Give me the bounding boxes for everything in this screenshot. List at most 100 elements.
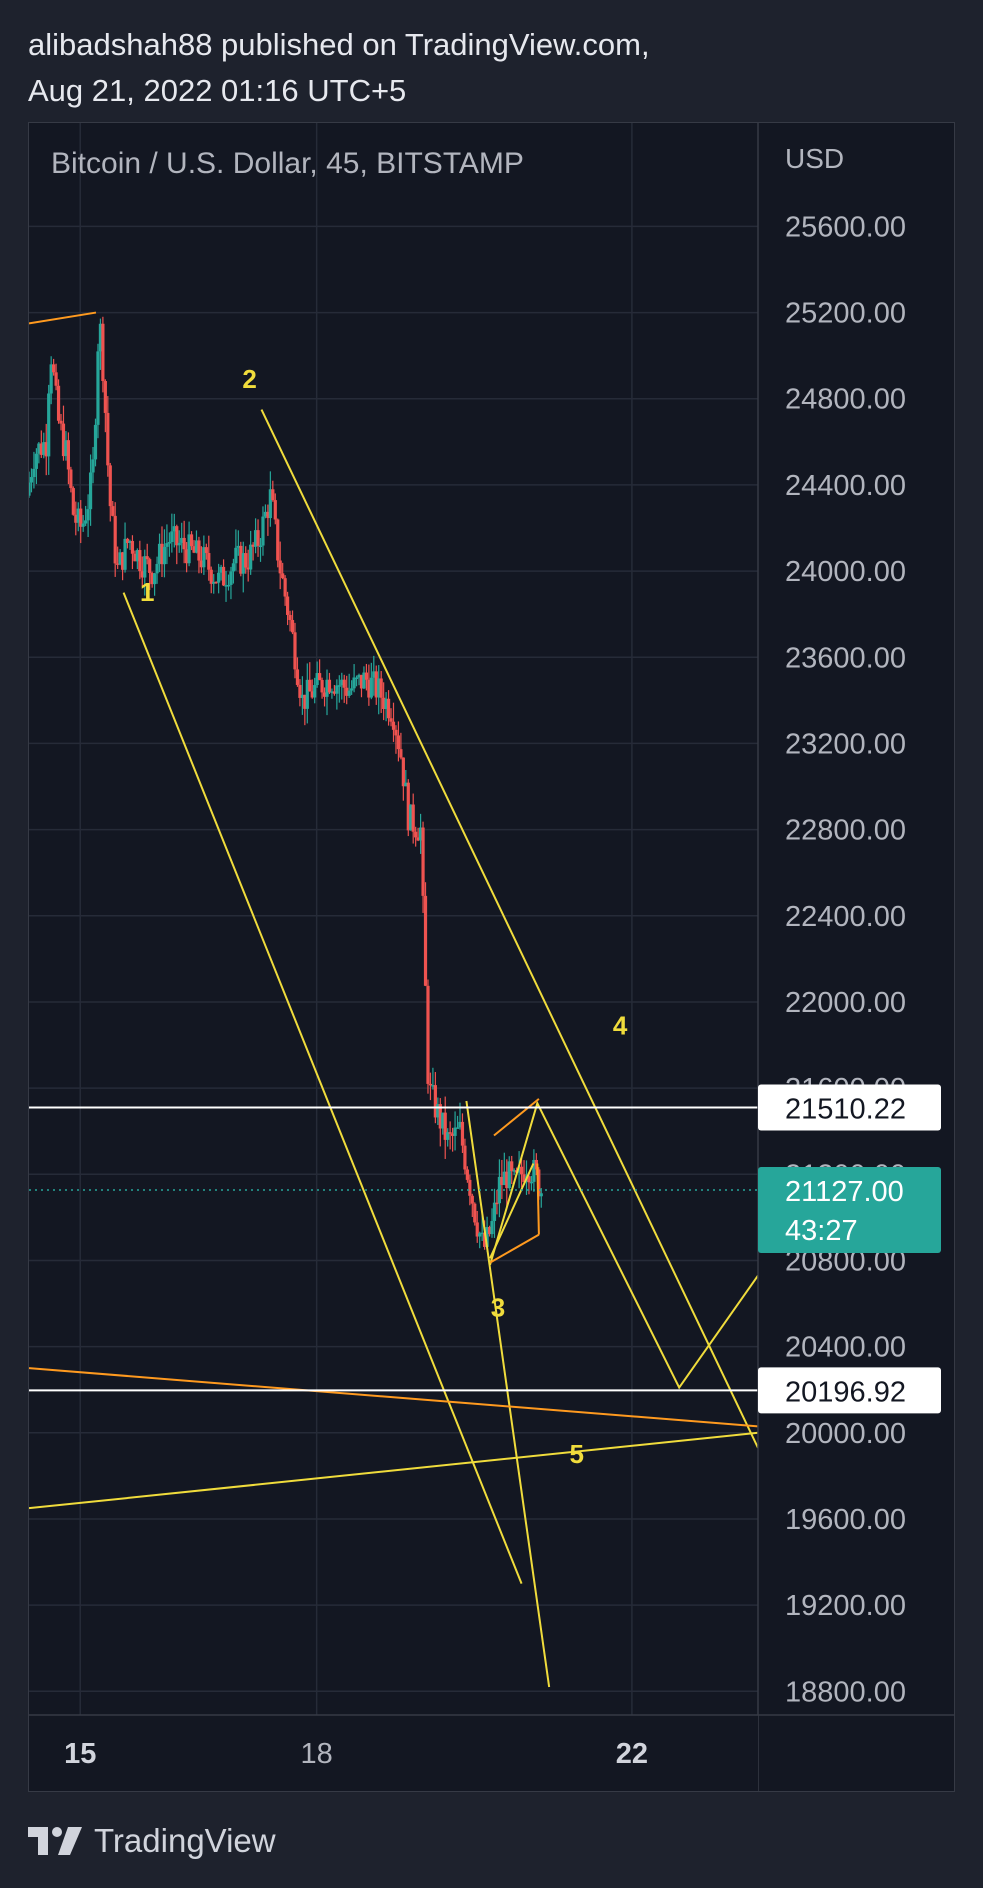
candle-body (84, 520, 88, 524)
candle-body (510, 1161, 514, 1172)
candle-body (54, 372, 58, 386)
candle-body (414, 831, 418, 838)
price-tick-label: 24400.00 (785, 470, 906, 502)
drawing-line-1[interactable] (260, 409, 759, 1449)
candle-body (532, 1159, 536, 1182)
chart-svg[interactable]: 1 2 3 4 5 USD 18800.00 19200.00 19600.00 20000.00… (29, 123, 955, 1792)
tradingview-logo[interactable]: TradingView (28, 1822, 276, 1860)
candle-body (470, 1195, 474, 1204)
plot-area[interactable] (29, 123, 758, 1715)
candle-body (285, 596, 290, 615)
candle-body (409, 804, 413, 831)
candle-body (125, 538, 130, 544)
wave-label: 1 (140, 577, 154, 607)
candle-body (468, 1179, 472, 1196)
drawing-line-2[interactable] (29, 1431, 759, 1510)
candle-body (281, 573, 285, 579)
wave-label: 2 (242, 364, 256, 394)
candle-body (49, 364, 53, 394)
price-tick-label: 24800.00 (785, 384, 906, 416)
price-axis[interactable] (758, 123, 955, 1792)
candle-body (278, 560, 282, 574)
candle-body (313, 685, 317, 698)
drawing-line-8[interactable] (493, 1098, 540, 1137)
candle-body (86, 509, 90, 521)
drawing-line-9[interactable] (489, 1233, 540, 1264)
candle-body (204, 547, 208, 554)
candle-body (475, 1222, 479, 1237)
candle-body (182, 537, 186, 550)
candle-body (485, 1227, 489, 1247)
candle-body (399, 749, 403, 758)
candle-body (217, 572, 221, 583)
candle-body (249, 544, 253, 570)
candle-body (197, 540, 201, 561)
drawing-line-6[interactable] (29, 1367, 759, 1428)
price-tick-label: 22800.00 (785, 815, 906, 847)
candle-body (101, 323, 105, 382)
drawing-line-4[interactable] (489, 1100, 759, 1390)
candle-body (411, 804, 415, 832)
candle-body (401, 757, 405, 787)
candle-body (359, 674, 364, 689)
candle-body (212, 581, 216, 584)
candle-body (354, 677, 359, 679)
candle-body (214, 581, 218, 584)
drawing-line-7[interactable] (489, 1163, 535, 1259)
candle-body (185, 549, 189, 564)
price-tick-label: 25600.00 (785, 211, 906, 243)
candle-body (396, 735, 401, 750)
drawing-line-0[interactable] (122, 592, 523, 1584)
wave-label: 5 (570, 1439, 584, 1469)
candle-body (192, 546, 196, 553)
candle-body (34, 453, 38, 469)
price-tick-label: 19200.00 (785, 1590, 906, 1622)
candle-body (443, 1112, 447, 1140)
candle-body (103, 381, 107, 413)
time-axis[interactable] (29, 1715, 758, 1792)
candle-body (369, 677, 373, 698)
last-price-badge (758, 1167, 941, 1254)
candle-body (421, 827, 425, 896)
candle-body (236, 545, 240, 548)
candle-body (495, 1202, 499, 1205)
candle-body (460, 1121, 465, 1146)
candle-body (229, 571, 233, 585)
candle-body (39, 443, 43, 455)
candle-body (180, 537, 184, 543)
candle-body (492, 1202, 497, 1222)
candle-body (453, 1127, 457, 1136)
candle-body (490, 1221, 494, 1235)
candle-body (155, 563, 159, 574)
candle-body (234, 547, 238, 564)
candle-body (160, 543, 164, 565)
candle-body (64, 440, 68, 457)
candle-body (426, 985, 430, 1084)
candle-body (335, 685, 339, 694)
candle-body (231, 563, 236, 572)
candle-body (29, 477, 34, 483)
candle-body (320, 680, 324, 693)
chart-frame[interactable]: 1 2 3 4 5 USD 18800.00 19200.00 19600.00 20000.00… (28, 122, 955, 1792)
candle-body (347, 690, 351, 696)
candle-body (199, 560, 203, 568)
candle-body (251, 544, 255, 547)
candle-body (140, 571, 144, 578)
candle-body (133, 553, 137, 562)
candle-body (404, 782, 408, 787)
candle-body (170, 531, 174, 543)
time-tick-label: 18 (301, 1738, 333, 1770)
drawing-line-5[interactable] (29, 311, 97, 325)
drawing-line-3[interactable] (465, 1100, 551, 1688)
candle-body (436, 1104, 440, 1118)
drawing-line-10[interactable] (536, 1163, 540, 1235)
candle-body (522, 1174, 526, 1182)
candle-body (300, 694, 304, 698)
candle-body (315, 673, 319, 686)
candle-body (478, 1233, 482, 1237)
candle-body (406, 782, 410, 831)
price-tick-label: 20400.00 (785, 1332, 906, 1364)
candle-body (330, 691, 334, 693)
candle-body (431, 1085, 435, 1087)
candle-body (391, 721, 396, 730)
